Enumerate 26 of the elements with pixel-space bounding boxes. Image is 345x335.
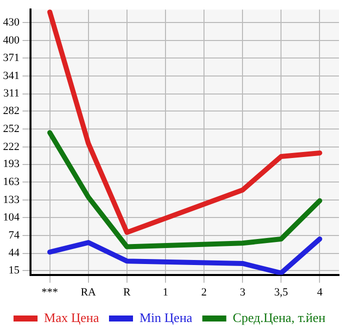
y-tick-label: 15 bbox=[8, 264, 20, 277]
x-tick-label: 3,5 bbox=[274, 286, 289, 298]
x-tick-label: RA bbox=[80, 286, 96, 298]
y-tick-label: 163 bbox=[3, 176, 20, 188]
y-tick-label: 400 bbox=[3, 34, 20, 47]
x-tick-label: 3 bbox=[240, 286, 246, 298]
y-tick-label: 282 bbox=[3, 105, 20, 118]
y-tick-label: 252 bbox=[3, 122, 20, 135]
y-tick-label: 133 bbox=[3, 194, 20, 206]
y-tick-label: 371 bbox=[3, 52, 20, 64]
legend-label: Сред.Цена, т.йен bbox=[232, 310, 326, 325]
y-tick-label: 222 bbox=[3, 140, 20, 153]
x-tick-label: *** bbox=[42, 286, 58, 298]
x-tick-label: 2 bbox=[201, 286, 207, 298]
y-tick-label: 44 bbox=[8, 247, 20, 260]
x-tick-label: R bbox=[123, 286, 132, 298]
y-tick-label: 430 bbox=[3, 16, 20, 29]
y-tick-label: 341 bbox=[3, 70, 20, 82]
y-tick-label: 74 bbox=[8, 229, 20, 242]
x-tick-label: 4 bbox=[316, 286, 323, 298]
legend-label: Min Цена bbox=[140, 310, 193, 325]
x-tick-label: 1 bbox=[162, 286, 168, 298]
y-tick-label: 193 bbox=[3, 158, 20, 170]
legend-label: Max Цена bbox=[44, 310, 100, 325]
y-tick-label: 104 bbox=[3, 211, 20, 224]
y-tick-label: 311 bbox=[3, 88, 20, 100]
